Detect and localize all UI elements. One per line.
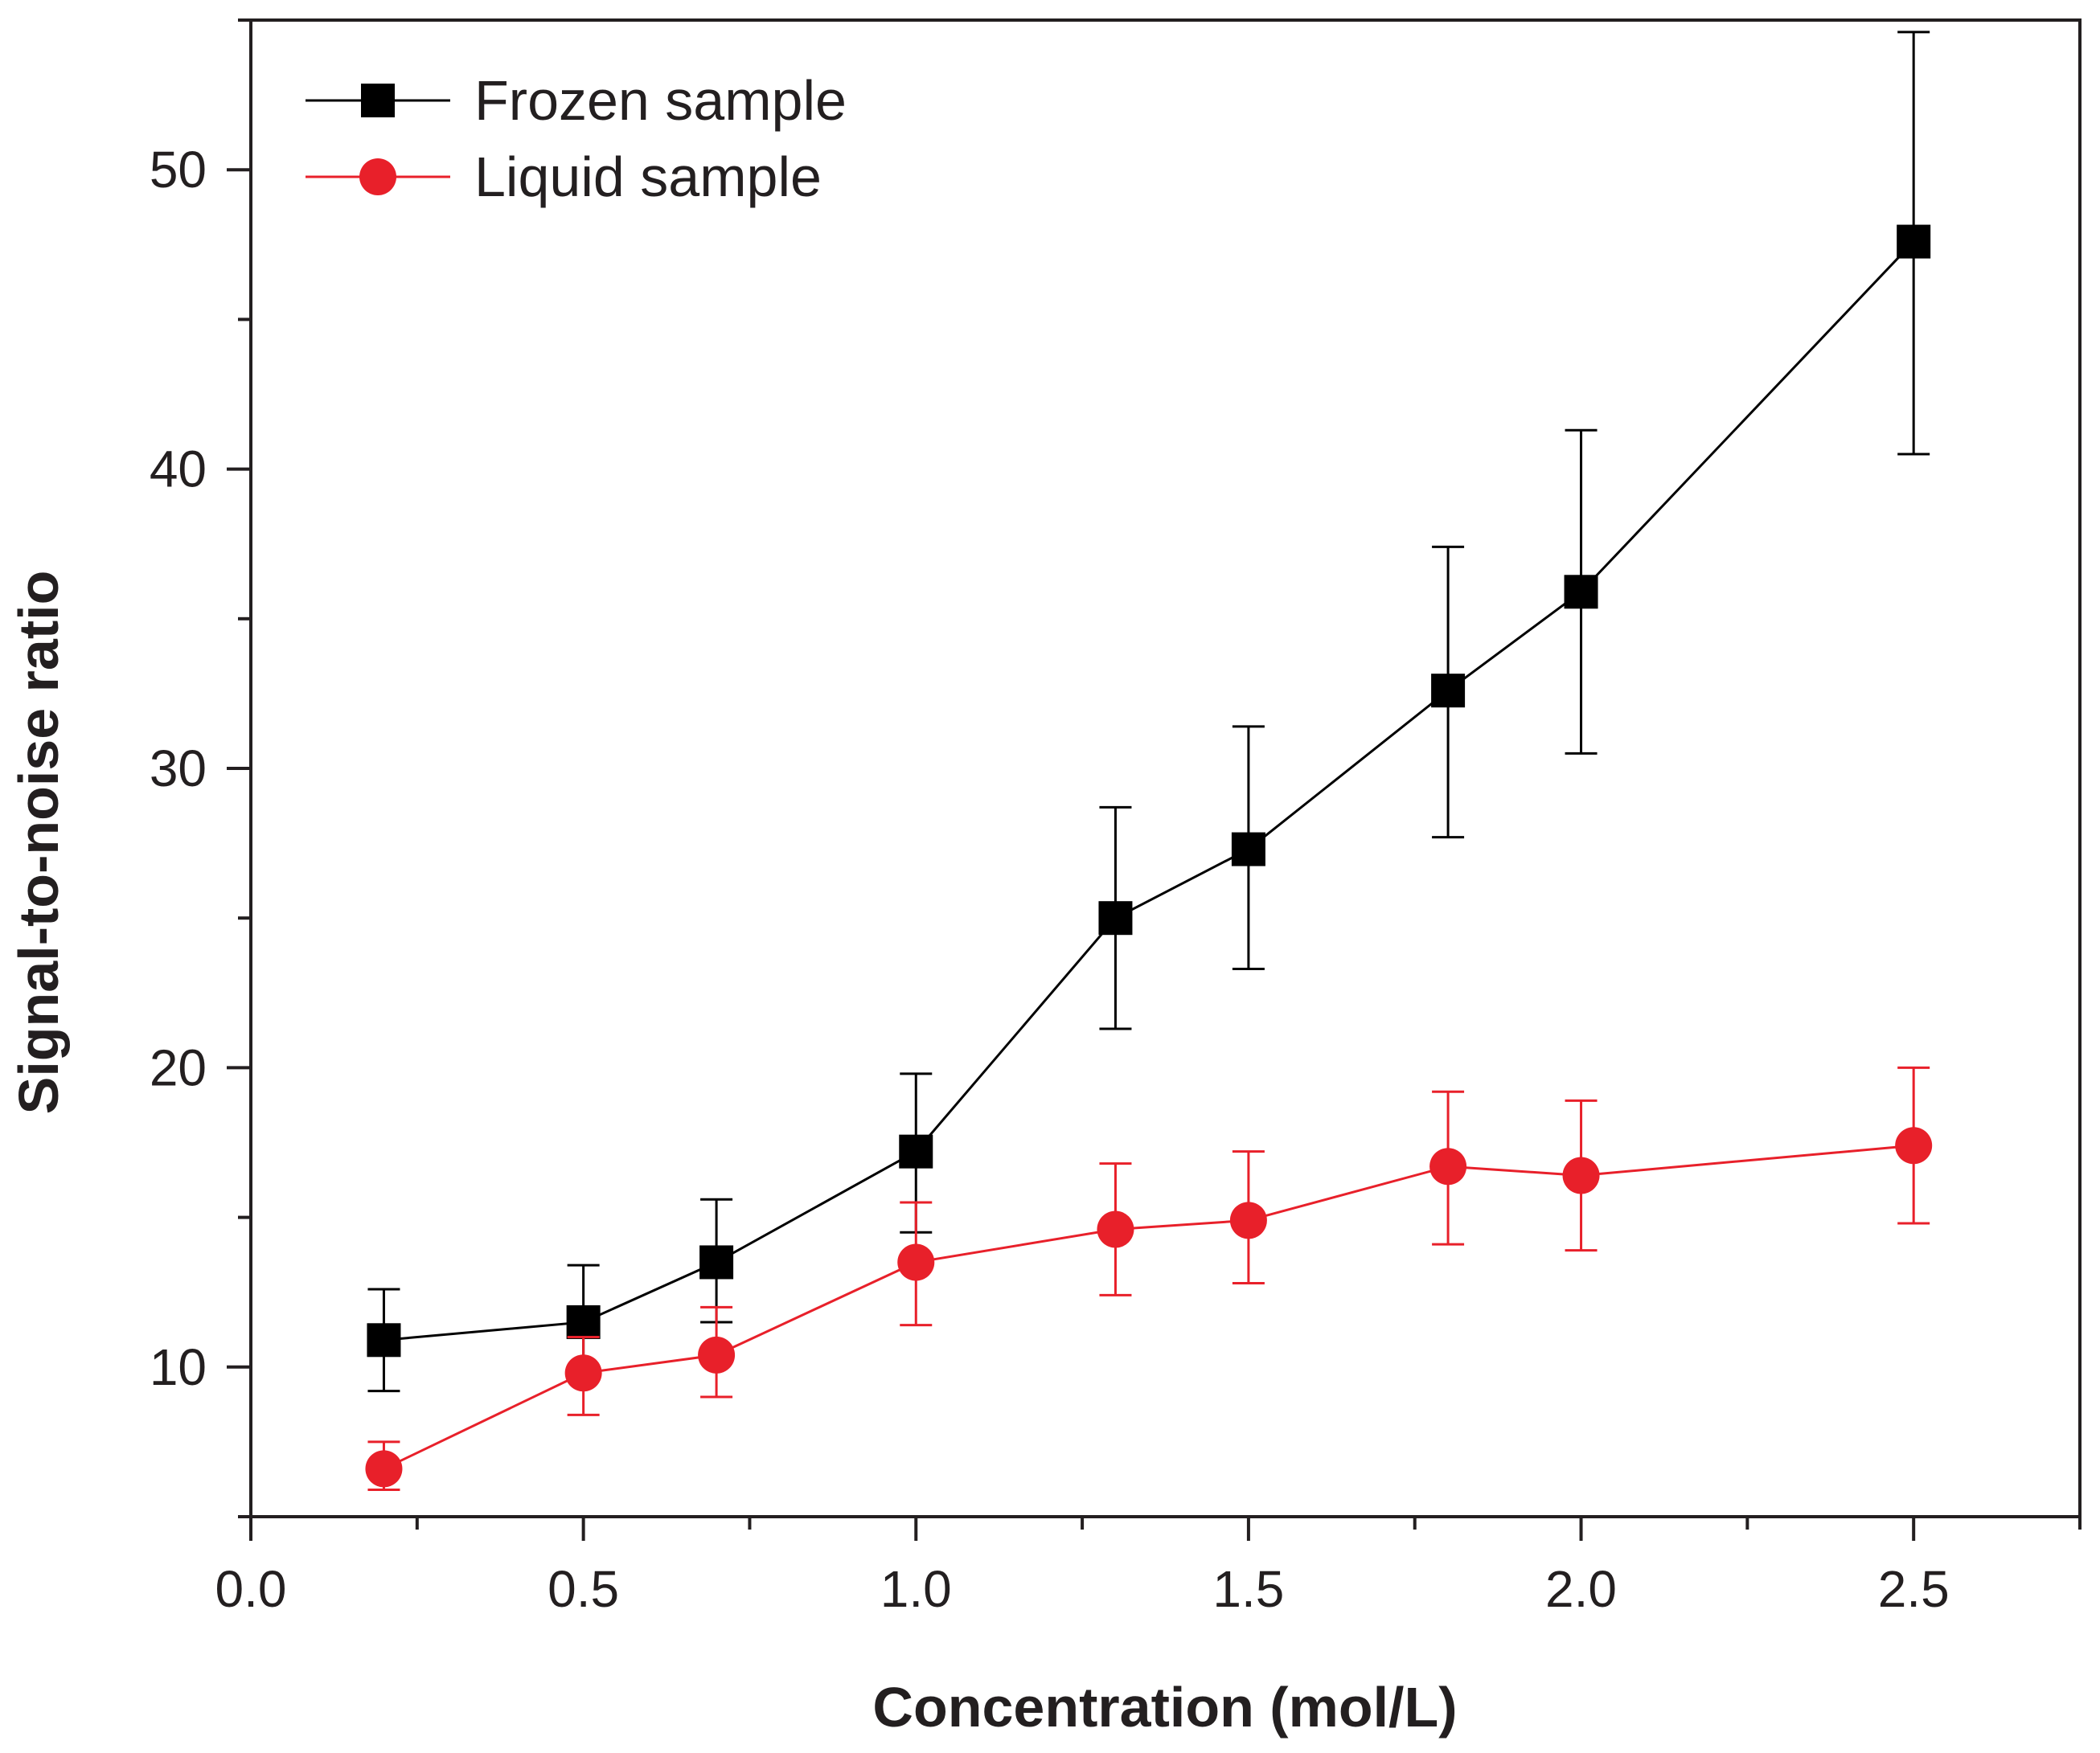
data-point <box>1895 1127 1933 1165</box>
y-tick-label: 30 <box>150 739 207 797</box>
series <box>365 31 1933 1491</box>
y-tick-label: 10 <box>150 1338 207 1396</box>
data-point <box>698 1336 736 1374</box>
data-point <box>566 1305 601 1339</box>
x-tick-label: 2.5 <box>1878 1560 1950 1618</box>
x-tick-label: 2.0 <box>1545 1560 1617 1618</box>
ticks: 0.0 0.5 1.0 1.5 2.0 2.5 10 20 30 40 50 <box>150 18 2082 1618</box>
legend-marker <box>359 158 396 195</box>
series-line <box>383 1144 1914 1470</box>
legend-marker <box>361 84 395 117</box>
data-point <box>1231 832 1265 866</box>
x-tick-label: 0.0 <box>215 1560 287 1618</box>
data-point <box>1431 674 1466 708</box>
legend-item: Frozen sample <box>306 69 847 132</box>
legend: Frozen sample Liquid sample <box>306 69 847 208</box>
series-liquid-sample <box>365 1066 1933 1491</box>
y-tick-label: 20 <box>150 1038 207 1096</box>
series-line <box>383 240 1915 1341</box>
data-point <box>1098 901 1133 936</box>
data-point <box>564 1354 602 1392</box>
data-point <box>1562 1157 1600 1194</box>
data-point <box>897 1243 935 1281</box>
y-tick-label: 50 <box>150 141 207 199</box>
x-tick-label: 0.5 <box>548 1560 619 1618</box>
x-axis-title: Concentration (mol/L) <box>872 1676 1457 1739</box>
data-point <box>1229 1202 1267 1239</box>
data-point <box>1897 224 1931 259</box>
x-tick-label: 1.0 <box>880 1560 952 1618</box>
y-tick-label: 40 <box>150 440 207 498</box>
data-point <box>365 1450 403 1488</box>
y-axis-title: Signal-to-noise ratio <box>7 571 70 1115</box>
data-point <box>699 1245 734 1280</box>
data-point <box>899 1134 933 1169</box>
data-point <box>1429 1148 1467 1186</box>
legend-item: Liquid sample <box>306 145 822 208</box>
plot-area <box>249 18 2082 1518</box>
data-point <box>1564 575 1598 609</box>
data-point <box>1097 1210 1134 1248</box>
series-frozen-sample <box>367 31 1931 1393</box>
data-point <box>367 1323 401 1358</box>
x-tick-label: 1.5 <box>1212 1560 1284 1618</box>
legend-label: Liquid sample <box>474 145 822 208</box>
legend-label: Frozen sample <box>474 69 847 132</box>
